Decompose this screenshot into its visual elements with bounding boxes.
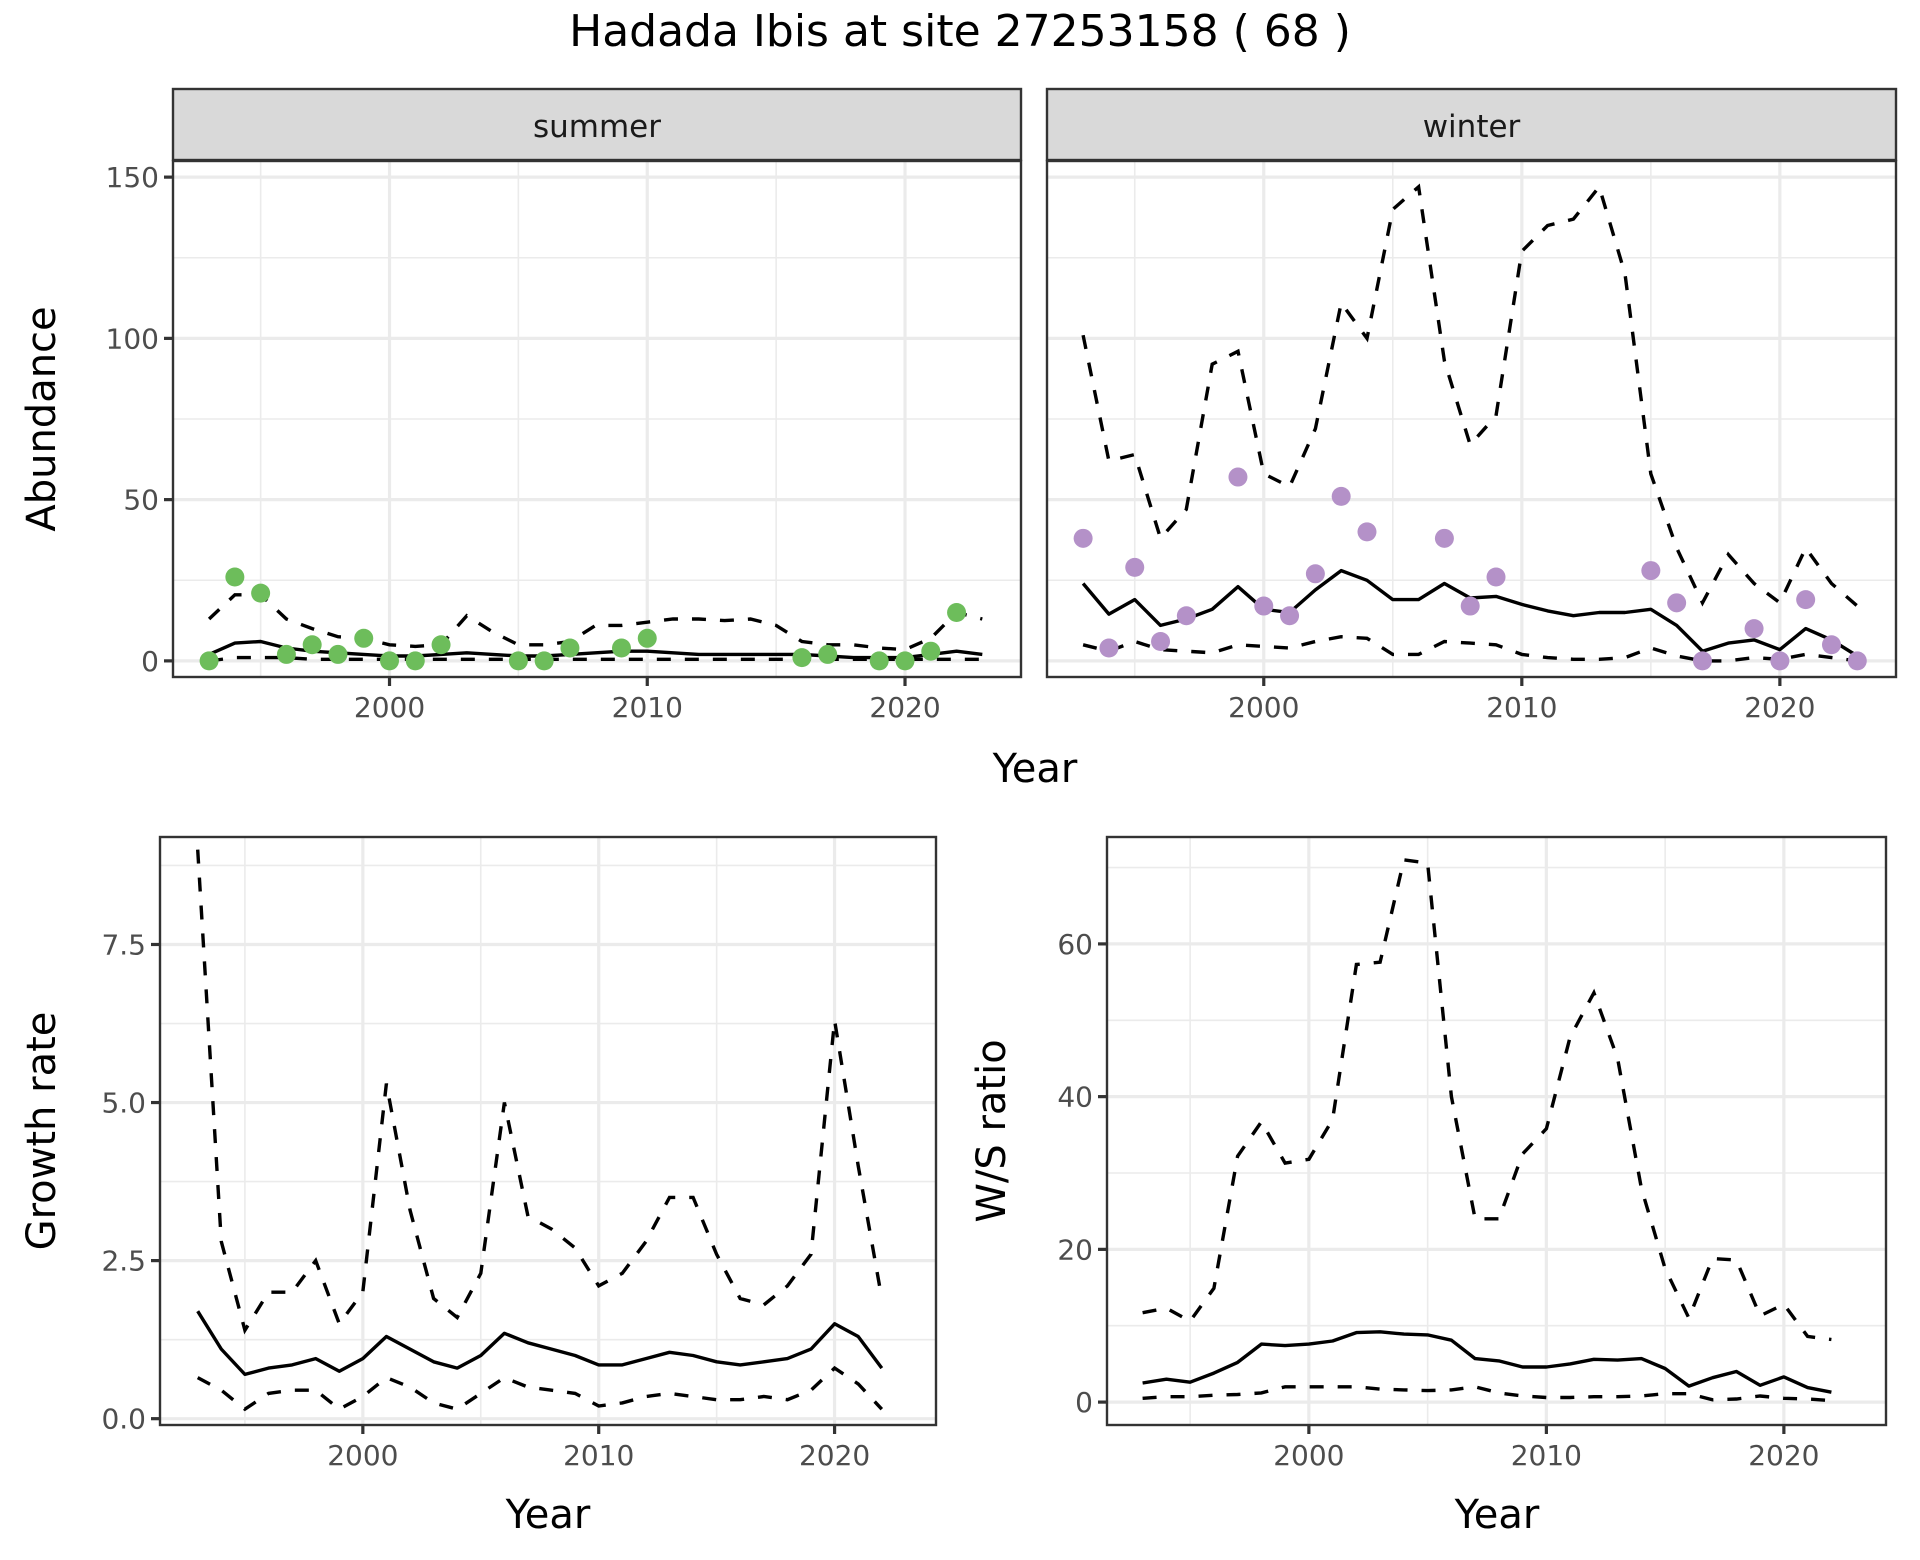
observed-point	[534, 651, 554, 671]
figure-title: Hadada Ibis at site 27253158 ( 68 )	[569, 6, 1351, 57]
y-axis-title: W/S ratio	[969, 1039, 1015, 1222]
panel-border	[171, 159, 1023, 679]
x-tick-label: 2010	[563, 1439, 634, 1472]
observed-point	[380, 651, 400, 671]
panel-background	[1107, 837, 1886, 1425]
ws-ratio-panel: 0 20 40 60 2000 2010 2020	[1057, 835, 1888, 1472]
y-tick-label: 0.0	[101, 1403, 146, 1436]
y-tick-label: 20	[1057, 1233, 1093, 1266]
facet-label-winter: winter	[1423, 109, 1521, 145]
upper-ci-line	[1081, 183, 1859, 608]
x-tick-label: 2010	[612, 691, 683, 724]
facet-label-summer: summer	[533, 109, 661, 145]
observed-point	[199, 651, 219, 671]
observed-point	[1744, 619, 1764, 639]
y-axis-title: Abundance	[19, 306, 65, 531]
observed-point	[1228, 467, 1248, 487]
x-tick-label: 2000	[1228, 691, 1299, 724]
observed-point	[1331, 486, 1351, 506]
observed-point	[1254, 596, 1274, 616]
x-tick-label: 2000	[354, 691, 425, 724]
observed-point	[1125, 557, 1145, 577]
observed-point	[818, 644, 838, 664]
observed-point	[921, 641, 941, 661]
observed-point	[895, 651, 915, 671]
y-tick-label: 60	[1057, 928, 1093, 961]
panel-border	[1105, 835, 1888, 1427]
x-tick-label: 2010	[1486, 691, 1557, 724]
observed-point	[354, 628, 374, 648]
y-tick-label: 40	[1057, 1081, 1093, 1114]
observed-point	[792, 648, 812, 668]
x-tick-label: 2010	[1511, 1439, 1582, 1472]
observed-point	[1796, 590, 1816, 610]
observed-point	[405, 651, 425, 671]
x-tick-label: 2000	[327, 1439, 398, 1472]
lower-ci-line	[1082, 634, 1858, 663]
y-tick-label: 7.5	[101, 928, 146, 961]
mean-line	[196, 1310, 884, 1377]
observed-point	[1305, 564, 1325, 584]
y-tick-label: 0	[141, 645, 159, 678]
observed-point	[611, 638, 631, 658]
growth-rate-panel: 0.0 2.5 5.0 7.5 2000 2010 2020	[101, 835, 938, 1472]
panel-border	[1045, 159, 1898, 679]
observed-point	[1770, 651, 1790, 671]
upper-ci-line	[1142, 858, 1832, 1342]
x-axis-title: Year	[992, 746, 1078, 792]
y-tick-label: 0	[1075, 1386, 1093, 1419]
observed-point	[1847, 651, 1867, 671]
observed-point	[560, 638, 580, 658]
mean-line	[1142, 1330, 1832, 1394]
y-tick-label: 50	[123, 484, 159, 517]
observed-point	[637, 628, 657, 648]
upper-ci-line	[207, 593, 983, 652]
x-tick-label: 2020	[1748, 1439, 1819, 1472]
observed-point	[1641, 561, 1661, 581]
lower-ci-line	[1142, 1385, 1832, 1403]
observed-point	[1280, 606, 1300, 626]
observed-point	[1821, 635, 1841, 655]
observed-point	[508, 651, 528, 671]
y-tick-label: 5.0	[101, 1087, 146, 1120]
chart-layer: summer 0 50 100 150 2000 2010 2020 winter 2000 201…	[19, 87, 1898, 1538]
abundance-panel-summer: 0 50 100 150 2000 2010 2020	[106, 159, 1023, 724]
observed-point	[1073, 528, 1093, 548]
upper-ci-line	[196, 849, 884, 1335]
observed-point	[1460, 596, 1480, 616]
observed-point	[225, 567, 245, 587]
x-axis-title: Year	[505, 1492, 591, 1538]
y-tick-label: 2.5	[101, 1245, 146, 1278]
facet-strip-winter	[1045, 87, 1898, 162]
y-axis-title: Growth rate	[19, 1012, 65, 1251]
observed-point	[431, 635, 451, 655]
observed-point	[1176, 606, 1196, 626]
panel-border	[158, 835, 938, 1427]
observed-point	[251, 583, 271, 603]
x-tick-label: 2020	[869, 691, 940, 724]
observed-point	[947, 603, 967, 622]
x-tick-label: 2020	[1744, 691, 1815, 724]
facet-strip-summer	[171, 87, 1023, 162]
lower-ci-line	[196, 1365, 884, 1412]
observed-point	[328, 644, 348, 664]
observed-point	[1486, 567, 1506, 587]
y-tick-label: 150	[106, 161, 159, 194]
panel-background	[160, 837, 936, 1425]
observed-point	[1099, 638, 1119, 658]
y-tick-label: 100	[106, 322, 159, 355]
observed-point	[1667, 593, 1687, 613]
x-axis-title: Year	[1454, 1492, 1540, 1538]
observed-point	[1151, 632, 1171, 652]
observed-point	[1357, 522, 1377, 542]
observed-point	[1434, 528, 1454, 548]
observed-point	[1692, 651, 1712, 671]
x-tick-label: 2000	[1273, 1439, 1344, 1472]
observed-point	[302, 635, 322, 655]
x-tick-label: 2020	[799, 1439, 870, 1472]
abundance-panel-winter: 2000 2010 2020	[1045, 159, 1898, 724]
observed-point	[276, 644, 296, 664]
observed-point	[869, 651, 889, 671]
